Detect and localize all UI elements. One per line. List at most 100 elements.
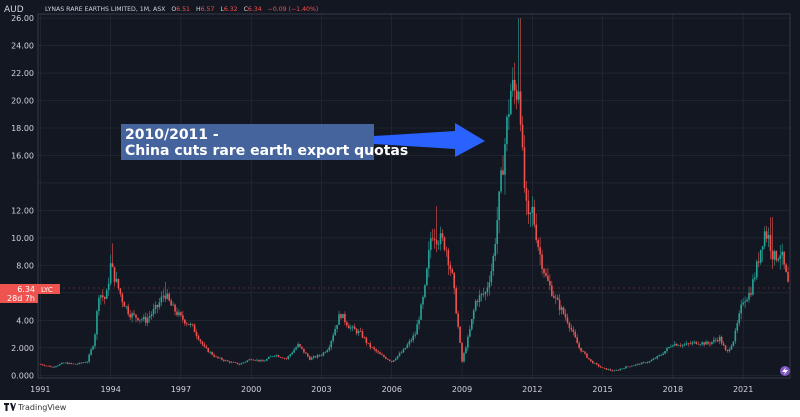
- candle-body: [168, 293, 170, 301]
- candle-body: [41, 364, 44, 366]
- candle-body: [158, 302, 161, 308]
- candle-body: [687, 343, 690, 344]
- candle-body: [330, 340, 333, 348]
- candle-body: [457, 313, 459, 327]
- candle-body: [277, 355, 280, 357]
- candle-body: [232, 362, 235, 363]
- candle-body: [80, 362, 83, 364]
- candle-body: [404, 347, 407, 350]
- candle-body: [529, 212, 532, 215]
- candle-body: [164, 295, 167, 299]
- candle-body: [785, 264, 787, 272]
- annotation[interactable]: 2010/2011 - China cuts rare earth export…: [121, 123, 485, 160]
- y-tick-label: 16.00: [11, 151, 34, 160]
- y-tick-label: 24.00: [11, 42, 34, 51]
- candle-body: [486, 287, 489, 293]
- candle-body: [726, 349, 729, 352]
- candle-body: [515, 90, 518, 100]
- candle-body: [361, 331, 364, 338]
- currency-label: AUD: [4, 5, 24, 15]
- candle-body: [336, 324, 338, 329]
- candle-body: [465, 347, 467, 354]
- candle-body: [281, 357, 284, 359]
- candle-body: [76, 363, 79, 365]
- candle-body: [334, 328, 336, 336]
- symbol-title[interactable]: LYNAS RARE EARTHS LIMITED, 1M, ASX O6.51…: [45, 6, 318, 13]
- candle-body: [551, 285, 553, 296]
- candle-body: [552, 295, 555, 298]
- candle-body: [172, 304, 174, 306]
- candle-body: [342, 313, 344, 319]
- candle-body: [246, 360, 249, 362]
- candle-body: [467, 336, 469, 348]
- price-chart[interactable]: 0.000 2.000 4.00 8.00 10.00 12.00 16.00 18.00 20…: [0, 0, 800, 400]
- candle-body: [470, 319, 473, 330]
- candle-body: [666, 348, 668, 352]
- candle-body: [455, 288, 457, 314]
- candle-body: [100, 295, 102, 298]
- candle-body: [783, 251, 785, 265]
- candle-body: [359, 331, 362, 332]
- candle-body: [652, 358, 655, 361]
- lightning-icon[interactable]: [780, 366, 790, 376]
- candle-body: [711, 341, 713, 344]
- candle-body: [316, 355, 319, 358]
- candle-body: [45, 365, 47, 367]
- candle-body: [390, 360, 393, 362]
- candle-body: [656, 356, 659, 359]
- candle-body: [543, 268, 545, 274]
- candle-body: [451, 269, 454, 273]
- candle-body: [129, 314, 131, 318]
- candle-body: [625, 366, 627, 369]
- candle-body: [256, 359, 258, 361]
- time-axis[interactable]: 1991 1994 1997 2000 2003 2006 2009 2012 2015 2018…: [30, 385, 753, 394]
- candle-body: [346, 322, 348, 326]
- candle-body: [141, 319, 143, 320]
- candle-body: [568, 322, 571, 328]
- candle-body: [82, 362, 85, 364]
- candle-body: [252, 359, 254, 361]
- candle-body: [238, 364, 241, 365]
- candle-body: [102, 295, 104, 298]
- candle-body: [260, 360, 262, 362]
- tradingview-logo[interactable]: TradingView: [4, 403, 66, 412]
- candle-body: [156, 304, 159, 308]
- candle-body: [320, 355, 323, 357]
- candle-body: [746, 299, 748, 302]
- footer: TradingView: [0, 400, 800, 417]
- candle-body: [306, 353, 309, 357]
- candle-body: [242, 362, 245, 364]
- candle-body: [94, 334, 96, 347]
- candle-body: [244, 361, 247, 363]
- x-tick-label: 2015: [592, 385, 612, 394]
- candle-body: [303, 348, 305, 353]
- candle-body: [502, 170, 504, 175]
- candle-body: [674, 343, 676, 346]
- candle-body: [681, 344, 684, 346]
- candle-body: [49, 365, 51, 367]
- candle-body: [369, 343, 372, 348]
- y-tick-label: 8.00: [16, 261, 34, 270]
- candle-body: [633, 365, 635, 367]
- candle-body: [619, 369, 621, 371]
- candle-body: [689, 343, 692, 345]
- candle-body: [152, 308, 155, 315]
- candle-body: [609, 369, 612, 371]
- ohlc-change-value: −0.09 (−1.40%): [268, 6, 319, 13]
- candle-body: [139, 319, 141, 321]
- annotation-line-1: 2010/2011 -: [125, 127, 219, 143]
- y-tick-label: 10.00: [11, 234, 34, 243]
- candle-body: [111, 263, 114, 267]
- candle-body: [668, 347, 670, 349]
- candle-body: [205, 346, 208, 348]
- ohlc-high-value: 6.57: [201, 6, 215, 13]
- candle-body: [240, 363, 243, 365]
- candle-body: [759, 249, 762, 263]
- candle-body: [133, 313, 135, 315]
- candle-body: [699, 344, 701, 345]
- price-axis[interactable]: 0.000 2.000 4.00 8.00 10.00 12.00 16.00 18.00 20…: [11, 14, 34, 380]
- candle-body: [123, 302, 126, 307]
- candle-body: [351, 326, 354, 328]
- candle-body: [718, 336, 721, 342]
- candle-body: [670, 346, 672, 348]
